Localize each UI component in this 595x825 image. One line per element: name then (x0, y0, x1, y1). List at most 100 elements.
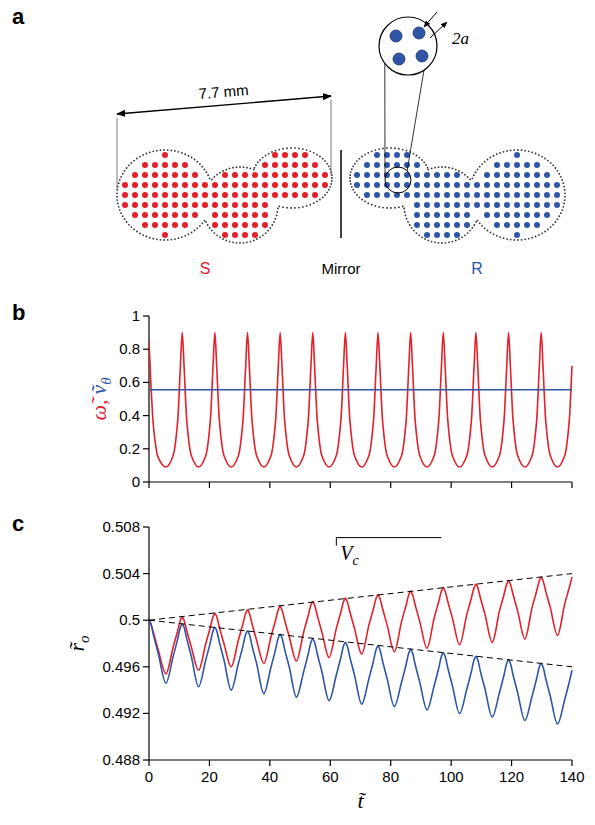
particle (242, 232, 248, 238)
y-tick (143, 349, 149, 350)
zoom-circle (385, 167, 411, 193)
particle (414, 162, 420, 168)
particle (524, 182, 530, 188)
outline-dot (561, 209, 563, 211)
outline-dot (382, 207, 384, 209)
particle (554, 202, 560, 208)
y-tick-label: 0.488 (102, 751, 140, 768)
series-line (149, 620, 572, 724)
particle (272, 172, 278, 178)
particle (302, 162, 308, 168)
particle (152, 182, 158, 188)
particle (242, 212, 248, 218)
outline-dot (322, 196, 324, 198)
outline-dot (188, 155, 190, 157)
x-tick (571, 482, 572, 488)
outline-dot (364, 154, 366, 156)
y-tick-label: 1 (132, 307, 140, 324)
outline-dot (358, 158, 360, 160)
outline-dot (503, 237, 505, 239)
particle (434, 222, 440, 228)
outline-dot (445, 166, 447, 168)
outline-dot (324, 194, 326, 196)
outline-dot (557, 218, 559, 220)
particle (514, 172, 520, 178)
particle (182, 162, 188, 168)
outline-dot (209, 227, 211, 229)
particle (122, 182, 128, 188)
outline-dot (160, 239, 162, 241)
particle (454, 202, 460, 208)
particle (404, 192, 410, 198)
y-tick-label: 0.508 (102, 518, 140, 535)
x-tick (511, 482, 512, 488)
particle (494, 162, 500, 168)
outline-dot (268, 153, 270, 155)
particle (424, 172, 430, 178)
particle (182, 212, 188, 218)
outline-dot (253, 240, 255, 242)
outline-dot (239, 242, 241, 244)
outline-dot (560, 212, 562, 214)
outline-dot (562, 182, 564, 184)
outline-dot (506, 150, 508, 152)
outline-dot (477, 220, 479, 222)
particle (282, 182, 288, 188)
outline-dot (528, 150, 530, 152)
particle (514, 192, 520, 198)
particle (252, 232, 258, 238)
x-tick (148, 760, 149, 766)
outline-dot (276, 211, 278, 213)
particle (152, 222, 158, 228)
outline-dot (271, 224, 273, 226)
outline-dot (352, 189, 354, 191)
inset-particle (416, 50, 428, 62)
particle (524, 202, 530, 208)
outline-dot (219, 172, 221, 174)
outline-dot (563, 203, 565, 205)
particle (514, 152, 520, 158)
particle (212, 192, 218, 198)
particle (494, 212, 500, 218)
outline-dot (371, 204, 373, 206)
outline-dot (461, 236, 463, 238)
particle (454, 222, 460, 228)
outline-dot (201, 222, 203, 224)
annotation-sub: c (353, 553, 360, 568)
particle (152, 172, 158, 178)
mirror-label: Mirror (321, 260, 360, 277)
particle (292, 192, 298, 198)
outline-dot (434, 167, 436, 169)
particle (212, 182, 218, 188)
outline-dot (524, 238, 526, 240)
inset-label: 2a (452, 29, 469, 48)
outline-dot (201, 166, 203, 168)
x-axis (149, 481, 572, 482)
particle (404, 162, 410, 168)
outline-dot (239, 166, 241, 168)
outline-dot (142, 154, 144, 156)
outline-dot (219, 236, 221, 238)
outline-dot (390, 147, 392, 149)
outline-dot (269, 227, 271, 229)
outline-dot (510, 149, 512, 151)
particle (484, 202, 490, 208)
x-tick (330, 482, 331, 488)
outline-dot (156, 150, 158, 152)
particle (464, 202, 470, 208)
outline-dot (371, 150, 373, 152)
outline-dot (316, 201, 318, 203)
outline-dot (196, 227, 198, 229)
particle (554, 192, 560, 198)
particle (262, 172, 268, 178)
particle (464, 182, 470, 188)
particle (534, 222, 540, 228)
y-axis-title-sub: θ (98, 377, 114, 385)
outline-dot (510, 239, 512, 241)
particle (524, 212, 530, 218)
outline-dot (513, 239, 515, 241)
y-tick (143, 382, 149, 383)
particle (544, 182, 550, 188)
outline-dot (194, 230, 196, 232)
outline-dot (415, 232, 417, 234)
